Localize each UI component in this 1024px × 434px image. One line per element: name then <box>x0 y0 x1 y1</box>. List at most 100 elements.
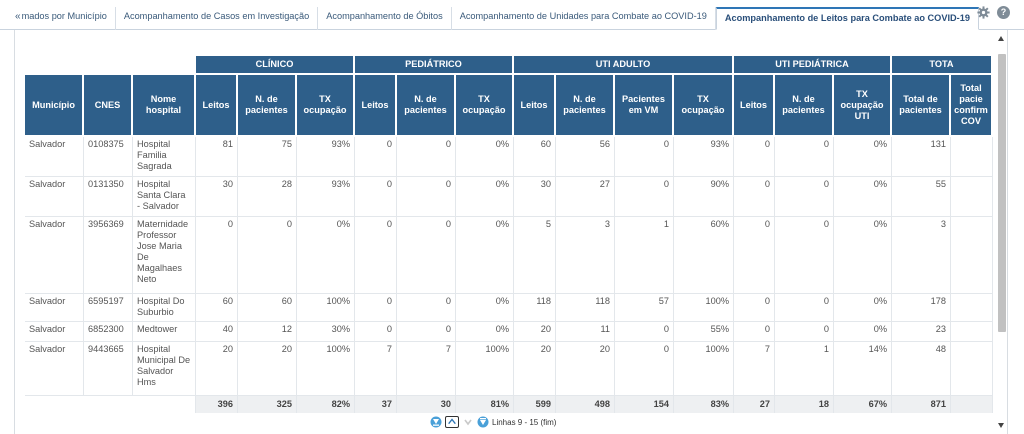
table-cell <box>951 294 993 322</box>
table-cell <box>951 342 993 396</box>
tab-unidades[interactable]: Acompanhamento de Unidades para Combate … <box>452 7 716 30</box>
table-cell: Hospital Municipal De Salvador Hms <box>133 342 196 396</box>
pager-label: Linhas 9 - 15 (fim) <box>492 417 557 427</box>
table-cell: 30% <box>297 322 355 342</box>
table-cell: 7 <box>355 342 397 396</box>
group-header-total: TOTA <box>892 56 993 75</box>
table-cell: 0 <box>775 177 834 217</box>
table-row[interactable]: Salvador 6595197 Hospital Do Suburbio 60 60 1… <box>25 294 993 322</box>
table-cell: 20 <box>514 322 556 342</box>
table-cell: 3 <box>556 217 615 294</box>
column-header: Pacientes em VM <box>615 75 674 137</box>
table-cell: 0% <box>297 217 355 294</box>
table-cell: 1 <box>775 342 834 396</box>
table-cell: Salvador <box>25 177 84 217</box>
leitos-table: CLÍNICO PEDIÁTRICO UTI ADULTO UTI PEDIÁT… <box>25 56 993 413</box>
table-cell: 20 <box>556 342 615 396</box>
help-icon[interactable]: ? <box>997 6 1010 19</box>
table-cell: 0 <box>734 294 775 322</box>
leitos-panel: CLÍNICO PEDIÁTRICO UTI ADULTO UTI PEDIÁT… <box>14 30 1008 434</box>
table-cell: 3 <box>892 217 951 294</box>
vertical-scrollbar[interactable] <box>997 36 1007 434</box>
table-cell: 60 <box>514 137 556 177</box>
table-cell: 60 <box>238 294 297 322</box>
total-cell: 27 <box>734 396 775 413</box>
table-cell: 7 <box>397 342 456 396</box>
column-header: Leitos <box>514 75 556 137</box>
last-page-icon[interactable] <box>477 416 489 428</box>
table-cell <box>951 322 993 342</box>
table-cell <box>951 177 993 217</box>
table-cell: 0% <box>834 294 892 322</box>
table-cell: 93% <box>674 137 734 177</box>
table-row[interactable]: Salvador 0131350 Hospital Santa Clara - Sa… <box>25 177 993 217</box>
table-cell: Salvador <box>25 294 84 322</box>
table-cell: 100% <box>297 342 355 396</box>
tab-leitos[interactable]: Acompanhamento de Leitos para Combate ao… <box>715 7 979 30</box>
table-cell: 55 <box>892 177 951 217</box>
table-cell: Salvador <box>25 342 84 396</box>
table-cell: 0% <box>834 322 892 342</box>
table-cell: 93% <box>297 137 355 177</box>
tab-casos-em-investigacao[interactable]: Acompanhamento de Casos em Investigação <box>116 7 319 30</box>
first-page-icon[interactable] <box>430 416 442 428</box>
table-row[interactable]: Salvador 3956369 Maternidade Professor Jos… <box>25 217 993 294</box>
table-row[interactable]: Salvador 9443665 Hospital Municipal De Sal… <box>25 342 993 396</box>
table-cell: Salvador <box>25 322 84 342</box>
total-cell: 81% <box>456 396 514 413</box>
table-row[interactable]: Salvador 6852300 Medtower 40 12 30% 0 0 0% 20 11 0 5… <box>25 322 993 342</box>
table-cell: 6595197 <box>84 294 133 322</box>
table-cell: 0% <box>834 177 892 217</box>
table-cell: Salvador <box>25 137 84 177</box>
table-cell: 0% <box>834 217 892 294</box>
table-cell: 131 <box>892 137 951 177</box>
table-cell: 0 <box>238 217 297 294</box>
total-cell: 498 <box>556 396 615 413</box>
table-cell: 27 <box>556 177 615 217</box>
scroll-thumb[interactable] <box>998 54 1006 332</box>
table-cell: 0% <box>834 137 892 177</box>
total-cell: 871 <box>892 396 951 413</box>
total-cell: 18 <box>775 396 834 413</box>
previous-page-icon[interactable] <box>445 416 459 428</box>
table-cell: 0108375 <box>84 137 133 177</box>
table-cell: 30 <box>514 177 556 217</box>
total-cell: 396 <box>196 396 238 413</box>
scroll-up-icon[interactable] <box>998 36 1004 41</box>
table-cell: Salvador <box>25 217 84 294</box>
tab-scroll-left-icon[interactable]: « <box>15 11 21 22</box>
tab-confirmados-por-municipio[interactable]: «mados por Município <box>12 7 116 30</box>
table-cell: 3956369 <box>84 217 133 294</box>
table-cell: 0% <box>456 137 514 177</box>
tab-obitos[interactable]: Acompanhamento de Óbitos <box>318 7 452 30</box>
table-cell: Hospital Do Suburbio <box>133 294 196 322</box>
table-cell: 90% <box>674 177 734 217</box>
table-cell: 0 <box>615 137 674 177</box>
gear-icon[interactable] <box>977 6 990 19</box>
table-cell: 118 <box>514 294 556 322</box>
table-cell <box>951 217 993 294</box>
table-cell: 56 <box>556 137 615 177</box>
table-cell: 0 <box>355 322 397 342</box>
table-cell: 0 <box>355 137 397 177</box>
tab-label: Acompanhamento de Leitos para Combate ao… <box>724 13 970 23</box>
table-cell: 57 <box>615 294 674 322</box>
table-cell: 40 <box>196 322 238 342</box>
table-cell: 0 <box>775 137 834 177</box>
table-cell: 0 <box>775 322 834 342</box>
table-body: Salvador 0108375 Hospital Familia Sagrada 8… <box>25 137 993 413</box>
table-cell: 0 <box>397 217 456 294</box>
table-cell: 20 <box>514 342 556 396</box>
column-header: Leitos <box>734 75 775 137</box>
table-cell: 100% <box>456 342 514 396</box>
scroll-down-icon[interactable] <box>998 423 1004 428</box>
group-header-blank <box>25 56 196 75</box>
table-cell: 0% <box>456 294 514 322</box>
table-row[interactable]: Salvador 0108375 Hospital Familia Sagrada 8… <box>25 137 993 177</box>
table-cell: 0 <box>355 177 397 217</box>
table-cell: 1 <box>615 217 674 294</box>
total-cell: 82% <box>297 396 355 413</box>
total-cell: 67% <box>834 396 892 413</box>
table-cell: 20 <box>238 342 297 396</box>
totals-row: 396 325 82% 37 30 81% 599 498 154 83% 27 18 67% 871 <box>25 396 993 413</box>
